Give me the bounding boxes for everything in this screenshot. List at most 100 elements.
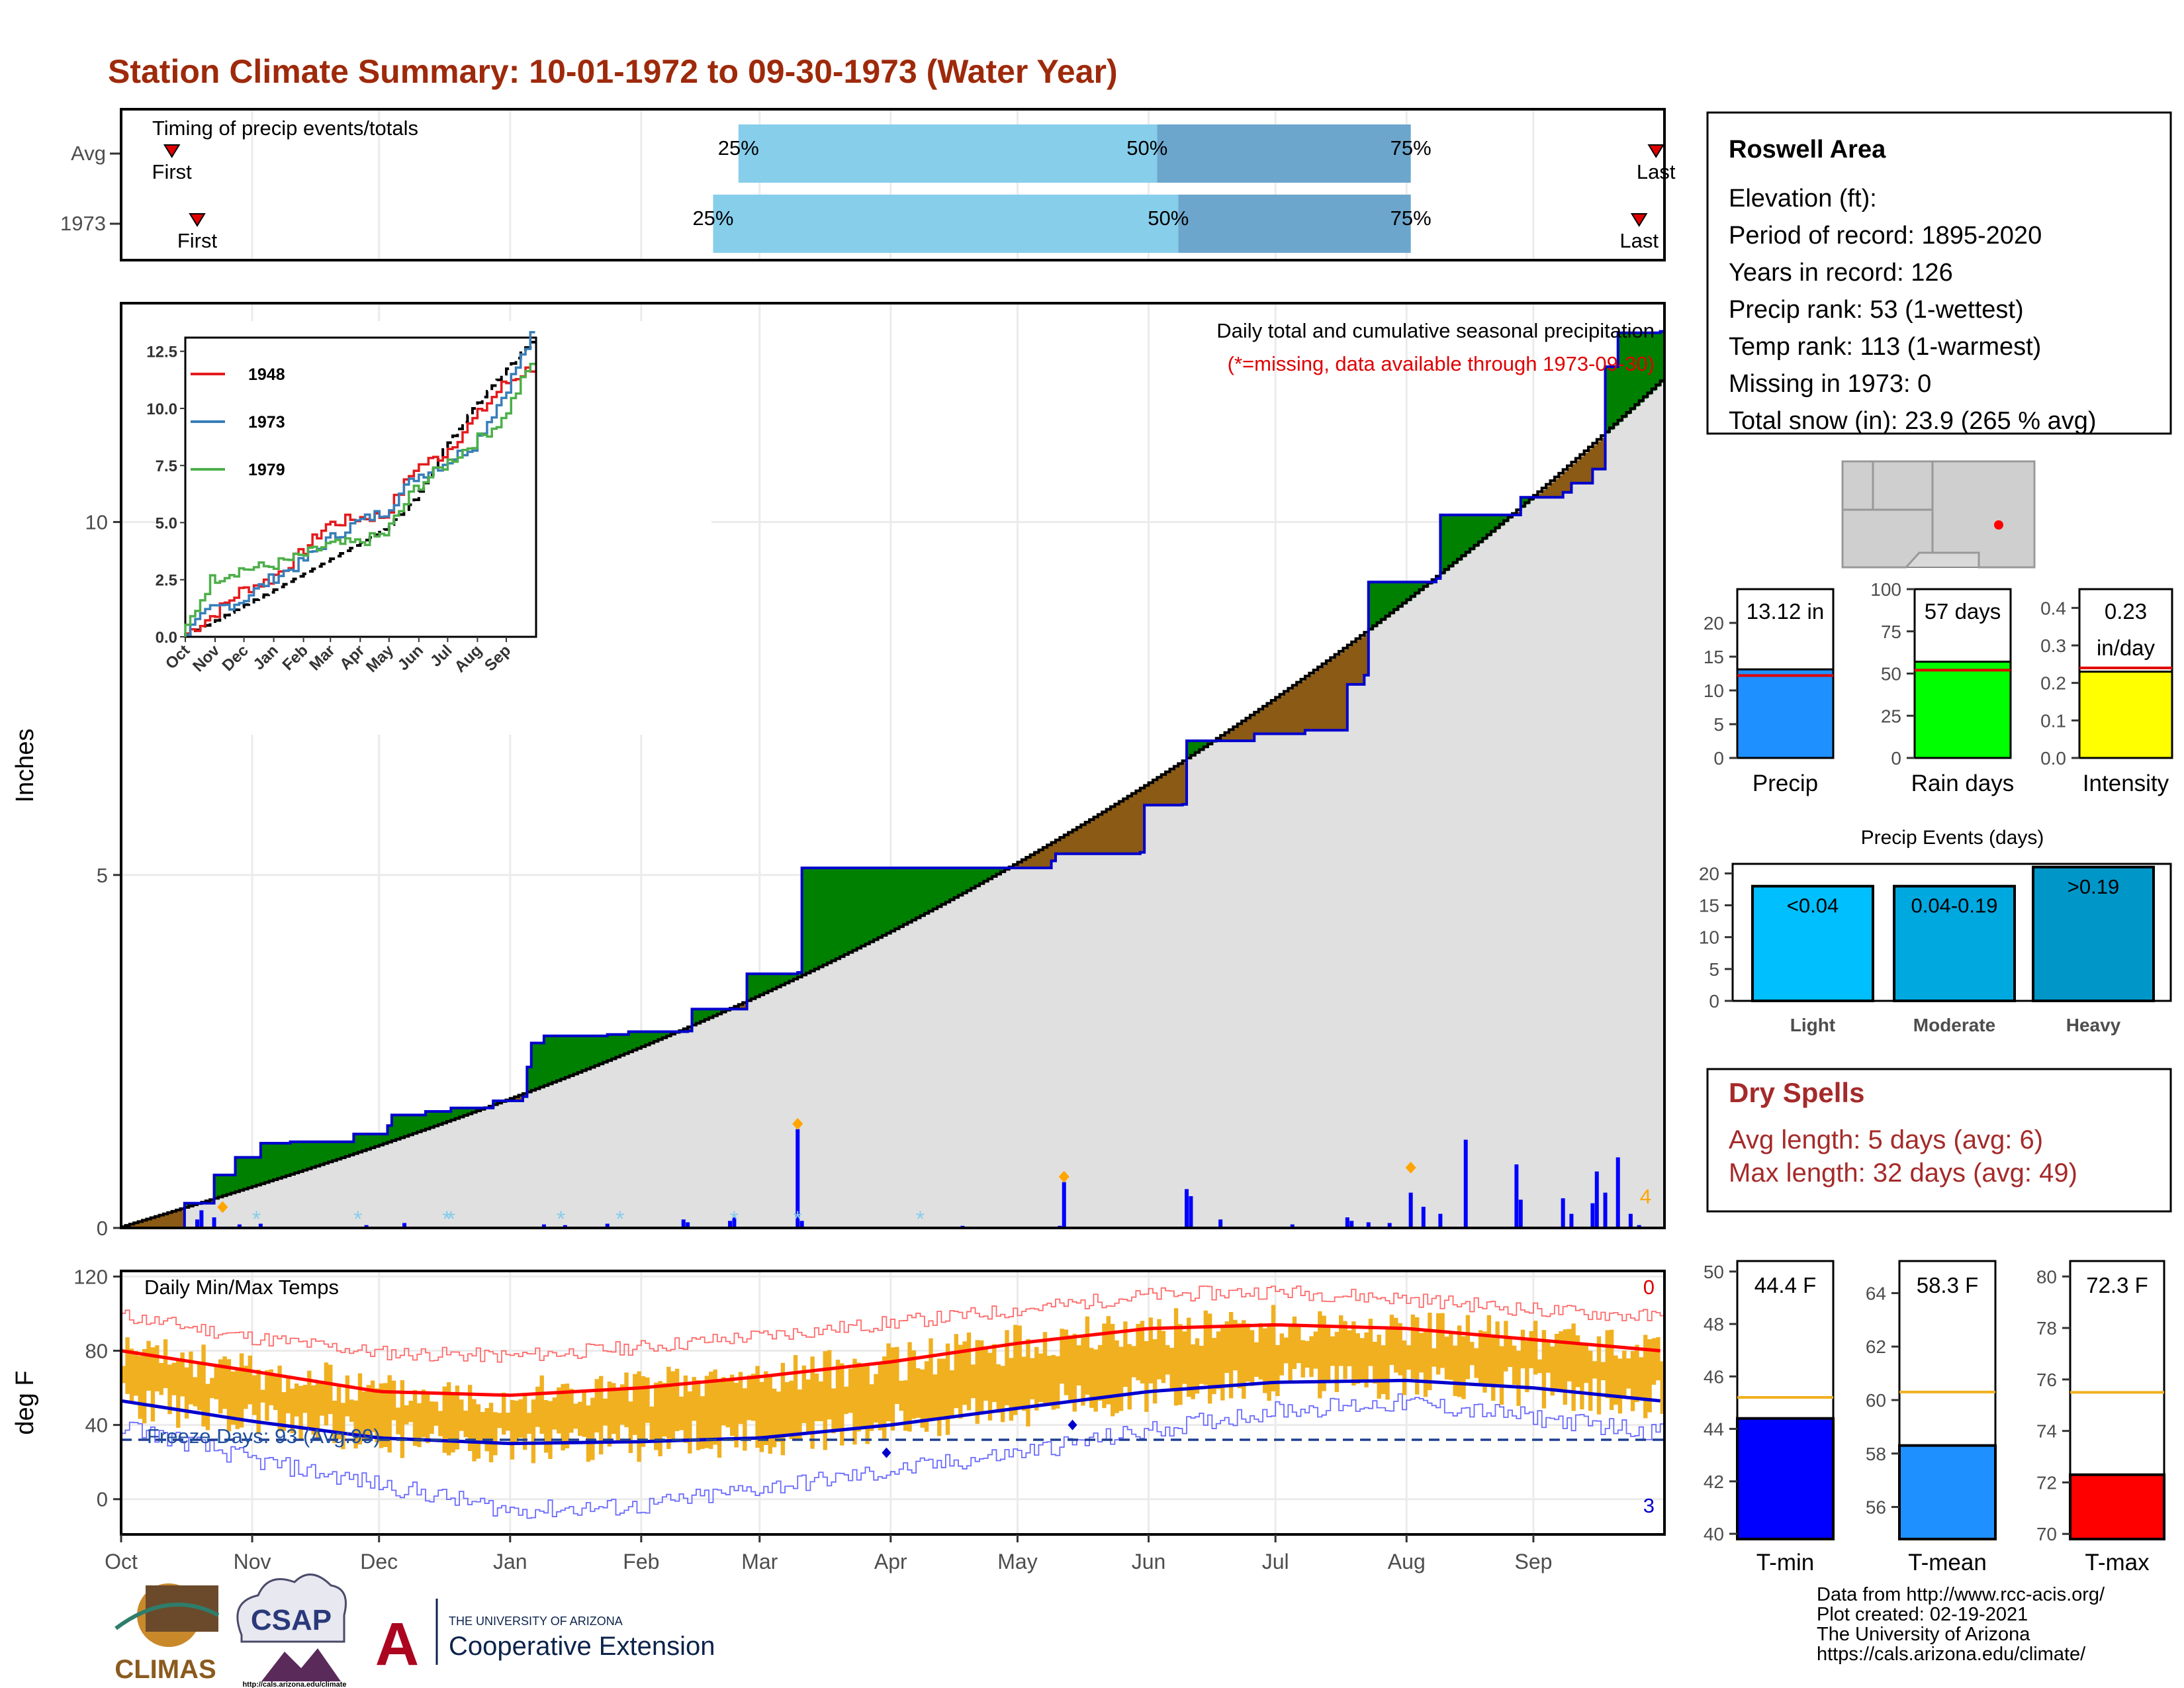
csap-logo-text: CSAP: [251, 1604, 332, 1636]
temp-bar-tick-label: 46: [1704, 1366, 1724, 1387]
summary-bar-name: Rain days: [1911, 771, 2015, 796]
summary-bar-tick-label: 5: [1713, 714, 1724, 735]
station-info-box: [1706, 111, 2172, 435]
temp-ylabel: deg F: [11, 1370, 39, 1434]
avg-min-line: [120, 1378, 1661, 1446]
summary-bar-value: 13.12 in: [1747, 599, 1824, 624]
temp-bar-value: 44.4 F: [1754, 1273, 1817, 1297]
temp-bar-fill: [1898, 1444, 1997, 1540]
events-tick-label: 5: [1709, 959, 1719, 980]
heavy-count-label: 4: [1640, 1185, 1651, 1208]
month-label: Nov: [234, 1550, 271, 1573]
dry-spells-title: Dry Spells: [1729, 1077, 1864, 1108]
summary-bar-tick-label: 0: [1891, 748, 1901, 769]
daily-precip-bar: [1569, 1213, 1574, 1228]
inset-average-line: [184, 340, 535, 637]
inset-ytick-label: 12.5: [146, 344, 177, 361]
station-location-dot: [1994, 520, 2003, 530]
snow-marker: *: [353, 1207, 362, 1232]
inset-ytick-label: 5.0: [156, 514, 177, 532]
temp-bar-tick-label: 58: [1866, 1444, 1886, 1464]
timing-row-label: Avg: [71, 142, 106, 165]
ua-logo-big: Cooperative Extension: [449, 1632, 715, 1661]
station-info-line: Missing in 1973: 0: [1729, 370, 1931, 398]
daily-precip-bar: [796, 1129, 800, 1228]
last-event-marker: [1630, 213, 1648, 227]
inset-ytick-label: 10.0: [146, 400, 177, 418]
inset-legend-label: 1979: [248, 461, 285, 479]
locator-map-border: [1843, 460, 1874, 510]
inset-ytick-label: 7.5: [156, 457, 177, 475]
events-tick-label: 10: [1699, 927, 1719, 948]
daily-precip-bar: [1603, 1192, 1608, 1228]
avg-cumulative-area: [121, 381, 1664, 1228]
daily-precip-bar: [1514, 1164, 1519, 1228]
temp-bar-value: 58.3 F: [1917, 1273, 1979, 1297]
timing-label-50: 50%: [1148, 207, 1189, 230]
summary-bar-fill: [2078, 671, 2173, 759]
month-label: Oct: [105, 1550, 138, 1573]
summary-bar-tick-label: 0.4: [2040, 598, 2066, 618]
temp-bar-value: 72.3 F: [2086, 1273, 2148, 1297]
summary-bar-fill: [1736, 668, 1835, 759]
events-tick-label: 0: [1709, 991, 1719, 1011]
summary-bar-tick-label: 100: [1870, 579, 1901, 600]
precip-panel-border: [120, 302, 1666, 1229]
daily-precip-bar: [402, 1223, 407, 1228]
avg-max-line: [120, 1323, 1661, 1397]
page-title: Station Climate Summary: 10-01-1972 to 0…: [108, 53, 1118, 90]
daily-precip-bar: [681, 1219, 686, 1228]
snow-marker: *: [447, 1207, 455, 1232]
temp-bar-tick-label: 64: [1866, 1283, 1886, 1303]
inset-series-1979: [184, 363, 535, 637]
timing-panel-border: [120, 108, 1666, 261]
observed-cumulative-line: [121, 330, 1664, 1229]
daily-precip-bar: [1290, 1224, 1295, 1228]
month-label: Jun: [1132, 1550, 1166, 1573]
daily-precip-bar: [364, 1225, 369, 1228]
events-bar-label: <0.04: [1787, 894, 1839, 917]
record-high-count: 0: [1643, 1276, 1655, 1299]
precip-ytick-label: 0: [97, 1217, 108, 1240]
timing-bar-q2: [1178, 195, 1411, 253]
precip-title: Daily total and cumulative seasonal prec…: [1216, 319, 1655, 342]
summary-bar-unit: in/day: [2097, 635, 2156, 660]
csap-logo-mountains: [261, 1648, 341, 1681]
credit-line: The University of Arizona: [1817, 1624, 2030, 1645]
temp-bar-name: T-max: [2085, 1550, 2150, 1575]
freeze-days-label: Freeze Days: 93 (Avg:99): [147, 1425, 381, 1448]
month-label: Apr: [874, 1550, 907, 1573]
events-tick-label: 20: [1699, 863, 1719, 884]
first-event-label: First: [177, 229, 218, 252]
summary-bar-tick-label: 0.0: [2040, 748, 2066, 769]
csap-logo-url: http://cals.arizona.edu/climate: [242, 1681, 346, 1688]
record-low-marker: [1068, 1419, 1077, 1430]
summary-bar-tick-label: 15: [1704, 647, 1724, 667]
missing-note: (*=missing, data available through 1973-…: [1228, 352, 1655, 375]
daily-precip-bar: [1438, 1213, 1443, 1228]
heavy-event-marker: [217, 1201, 228, 1213]
daily-precip-bar: [732, 1217, 737, 1228]
month-label: Sep: [1514, 1550, 1552, 1573]
inset-legend-label: 1948: [248, 365, 285, 384]
precip-ytick-label: 5: [97, 864, 108, 887]
summary-bar-tick-label: 0.1: [2040, 710, 2066, 731]
heavy-event-marker: [1058, 1170, 1069, 1183]
month-label: Jan: [493, 1550, 527, 1573]
daily-precip-bar: [1408, 1192, 1413, 1228]
timing-label-25: 25%: [692, 207, 733, 230]
snow-marker: *: [794, 1207, 802, 1232]
credit-line: Data from http://www.rcc-acis.org/: [1817, 1584, 2105, 1605]
dry-spells-max: Max length: 32 days (avg: 49): [1729, 1158, 2077, 1188]
temp-ytick-label: 40: [85, 1414, 108, 1437]
daily-precip-bar: [799, 1221, 804, 1228]
record-low-line: [121, 1393, 1664, 1519]
temp-bar-tick-label: 42: [1704, 1472, 1724, 1492]
summary-bar-value: 0.23: [2105, 599, 2147, 624]
inset-legend-label: 1973: [248, 413, 285, 432]
temp-bar-tick-label: 70: [2036, 1524, 2057, 1544]
events-bar: [1751, 884, 1874, 1002]
summary-bar-tick-label: 25: [1881, 706, 1901, 726]
summary-bar-tick-label: 75: [1881, 622, 1901, 642]
